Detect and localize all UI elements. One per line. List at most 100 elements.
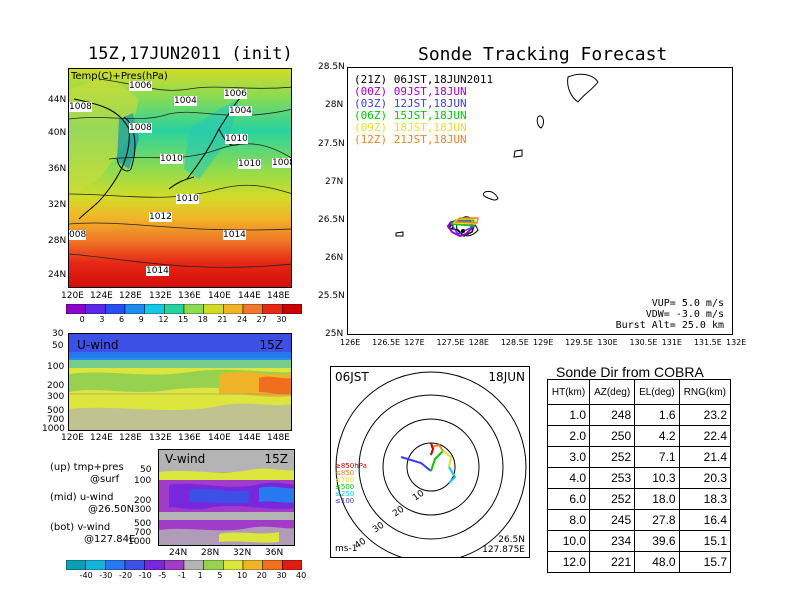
- polar-legend-entry: ≤250: [335, 490, 355, 498]
- polar-legend-entry: ≥850hPa: [335, 462, 367, 470]
- legend-entry: (09Z) 18JST,18JUN: [354, 122, 493, 134]
- colorbar-label: 30: [276, 315, 287, 324]
- colorbar-label: 15: [178, 315, 189, 324]
- isobar-label: 1014: [146, 266, 169, 276]
- lon-tick: 126E: [340, 338, 361, 347]
- lon-tick: 128E: [468, 338, 489, 347]
- polar-legend-entry: ≤850: [335, 469, 355, 477]
- lon-tick: 129.5E: [565, 338, 594, 347]
- colorbar-label: -30: [99, 571, 113, 580]
- table-cell: 15.1: [678, 530, 732, 552]
- colorbar-swatch: [242, 304, 263, 314]
- table-cell: 18.3: [678, 488, 732, 510]
- lon-tick: 120E: [61, 291, 84, 301]
- temperature-map: Temp(C)+Pres(hPa) 1006 1004 1008 1006 10…: [68, 68, 292, 288]
- col-header: RNG(km): [678, 379, 732, 405]
- table-cell: 4.2: [634, 425, 680, 447]
- lon-tick: 128E: [119, 291, 142, 301]
- polar-lat: 26.5N: [498, 535, 525, 545]
- polar-date: 18JUN: [488, 370, 525, 384]
- lat-tick: 44N: [48, 95, 67, 105]
- lat-tick: 27N: [325, 177, 344, 187]
- colorbar-swatch: [164, 560, 185, 570]
- lon-tick: 126.5E: [372, 338, 401, 347]
- table-row: 3.0 252 7.1 21.4: [546, 446, 732, 468]
- lon-tick: 136E: [178, 433, 201, 443]
- note: @127.84E: [84, 534, 136, 545]
- legend-tag: (12Z): [354, 133, 388, 146]
- isobar-label: 008: [69, 230, 87, 240]
- colorbar-label: 0: [79, 315, 85, 324]
- vwind-label: V-wind: [165, 452, 206, 466]
- lon-tick: 128.5E: [500, 338, 529, 347]
- lat-tick: 36N: [265, 548, 284, 558]
- colorbar-swatch: [183, 304, 204, 314]
- lon-tick: 129E: [533, 338, 554, 347]
- table-row: 4.0 253 10.3 20.3: [546, 467, 732, 489]
- lon-tick: 124E: [90, 433, 113, 443]
- colorbar-swatch: [124, 560, 145, 570]
- colorbar-label: -20: [119, 571, 133, 580]
- table-row: 2.0 250 4.2 22.4: [546, 425, 732, 447]
- lon-tick: 144E: [238, 291, 261, 301]
- map-label: Temp(C)+Pres(hPa): [71, 71, 168, 82]
- colorbar-swatch: [282, 560, 302, 570]
- table-cell: 4.0: [546, 467, 591, 489]
- colorbar-swatch: [144, 560, 165, 570]
- vup-value: VUP= 5.0 m/s: [651, 298, 724, 309]
- isobar-label: 1010: [160, 154, 183, 164]
- legend-time: 21JST,18JUN: [393, 133, 467, 146]
- legend-tag: (21Z): [354, 73, 388, 86]
- isobar-label: 1012: [149, 212, 172, 222]
- lon-tick: 148E: [267, 291, 290, 301]
- colorbar-swatch: [183, 560, 204, 570]
- legend-time: 09JST,18JUN: [393, 85, 467, 98]
- lon-tick: 124E: [90, 291, 113, 301]
- lat-tick: 28N: [325, 100, 344, 110]
- level-tick: 50: [52, 341, 64, 351]
- legend-entry: (21Z) 06JST,18JUN2011: [354, 74, 493, 86]
- wind-colorbar: [66, 560, 302, 570]
- table-cell: 23.2: [678, 404, 732, 426]
- isobar-label: 1010: [176, 194, 199, 204]
- left-title: 15Z,17JUN2011 (init): [88, 44, 293, 64]
- colorbar-swatch: [223, 560, 244, 570]
- isobar-label: 1004: [174, 96, 197, 106]
- polar-legend-entry: ≤100: [335, 497, 355, 505]
- polar-legend-entry: ≤500: [335, 483, 355, 491]
- uwind-panel: U-wind 15Z: [68, 333, 292, 431]
- table-row: 12.0 221 48.0 15.7: [546, 551, 732, 573]
- table-cell: 250: [589, 425, 636, 447]
- lon-tick: 132E: [149, 433, 172, 443]
- colorbar-label: 3: [99, 315, 105, 324]
- level-tick: 200: [134, 496, 152, 506]
- level-tick: 500: [47, 406, 65, 416]
- note: (bot) v-wind: [50, 522, 111, 533]
- table-cell: 252: [589, 446, 636, 468]
- forecast-map: (21Z) 06JST,18JUN2011 (00Z) 09JST,18JUN (0…: [347, 67, 733, 335]
- lon-tick: 120E: [61, 433, 84, 443]
- uwind-time: 15Z: [259, 338, 284, 352]
- lon-tick: 148E: [267, 433, 290, 443]
- legend-entry: (06Z) 15JST,18JUN: [354, 110, 493, 122]
- isobar-label: 1010: [225, 134, 248, 144]
- level-tick: 100: [134, 476, 152, 486]
- legend-tag: (00Z): [354, 85, 388, 98]
- lat-tick: 40N: [48, 128, 67, 138]
- colorbar-swatch: [282, 304, 302, 314]
- lon-tick: 140E: [208, 291, 231, 301]
- col-header: EL(deg): [634, 379, 680, 405]
- legend-time: 15JST,18JUN: [393, 109, 467, 122]
- isobar-label: 1008: [69, 102, 92, 112]
- lon-tick: 130.5E: [629, 338, 658, 347]
- table-cell: 16.4: [678, 509, 732, 531]
- uwind-svg: [69, 334, 291, 430]
- polar-lon: 127.875E: [482, 545, 525, 555]
- lon-tick: 130E: [597, 338, 618, 347]
- note: (up) tmp+pres: [50, 462, 124, 473]
- table-cell: 20.3: [678, 467, 732, 489]
- lat-tick: 24N: [48, 270, 67, 280]
- table-cell: 39.6: [634, 530, 680, 552]
- colorbar-label: 5: [217, 571, 223, 580]
- lat-tick: 25.5N: [318, 291, 345, 301]
